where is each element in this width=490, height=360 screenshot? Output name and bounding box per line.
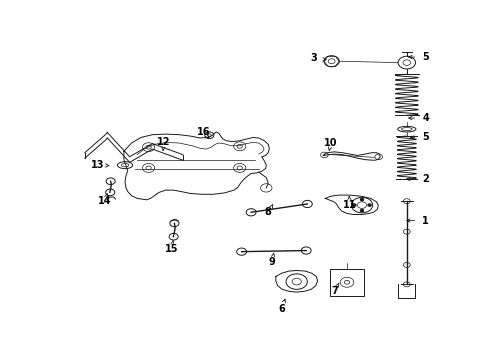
Text: 8: 8 <box>265 207 271 217</box>
Text: 6: 6 <box>278 304 285 314</box>
Text: 14: 14 <box>98 196 112 206</box>
Circle shape <box>361 198 364 201</box>
Text: 15: 15 <box>165 244 178 254</box>
Text: 5: 5 <box>422 132 429 143</box>
Text: 12: 12 <box>157 136 171 147</box>
Text: 9: 9 <box>269 257 275 267</box>
Text: 10: 10 <box>324 138 338 148</box>
Text: 16: 16 <box>197 127 210 137</box>
Text: 3: 3 <box>310 53 317 63</box>
Text: 13: 13 <box>91 160 104 170</box>
Text: 5: 5 <box>422 52 429 62</box>
Circle shape <box>361 210 364 212</box>
Circle shape <box>368 204 371 206</box>
Text: 7: 7 <box>331 286 338 296</box>
Text: 2: 2 <box>422 174 429 184</box>
Text: 11: 11 <box>343 201 357 210</box>
Text: 1: 1 <box>422 216 429 226</box>
Circle shape <box>353 204 356 206</box>
Text: 4: 4 <box>422 113 429 123</box>
